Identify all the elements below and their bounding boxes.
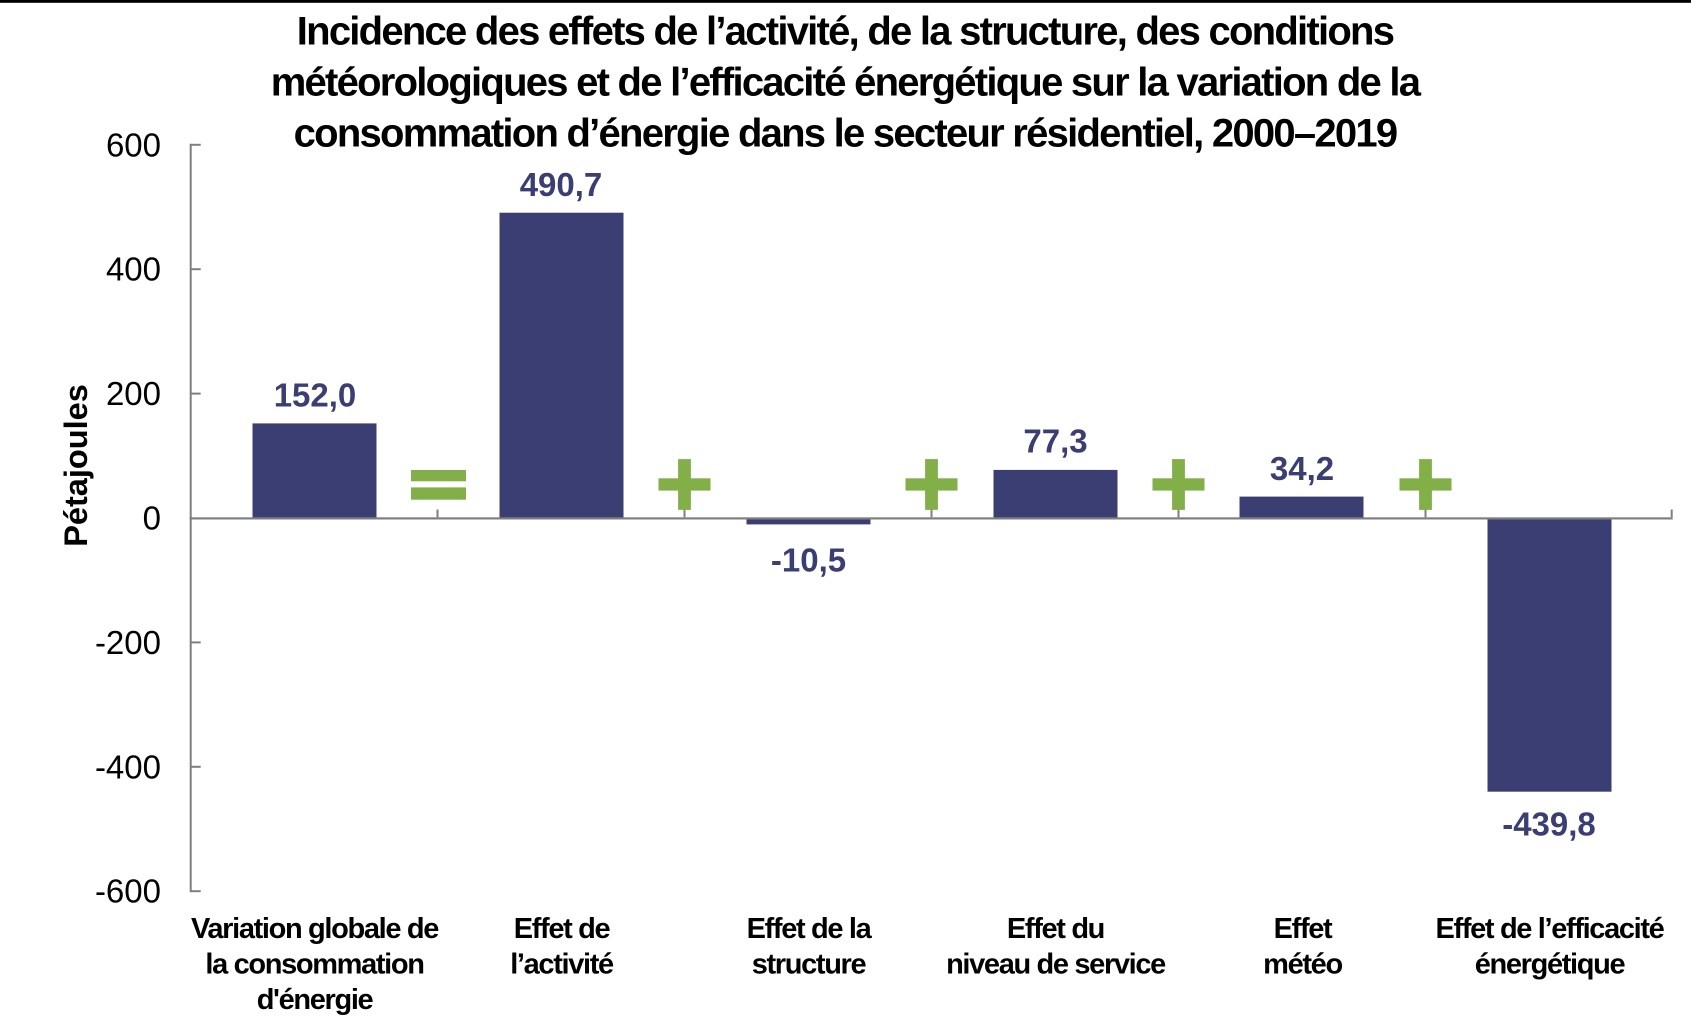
svg-text:météo: météo [1263,948,1342,980]
svg-text:la consommation: la consommation [205,948,423,980]
svg-text:Effet de: Effet de [514,913,611,945]
svg-text:-400: -400 [95,748,161,785]
svg-text:-10,5: -10,5 [771,541,846,578]
svg-text:d'énergie: d'énergie [257,984,374,1016]
svg-text:490,7: 490,7 [520,166,603,203]
svg-text:niveau de service: niveau de service [946,948,1166,980]
svg-text:Effet du: Effet du [1007,913,1104,945]
svg-text:consommation d’énergie dans le: consommation d’énergie dans le secteur r… [294,112,1397,156]
svg-text:-439,8: -439,8 [1502,805,1596,842]
svg-text:152,0: 152,0 [274,377,357,414]
svg-text:météorologiques et de l’effica: météorologiques et de l’efficacité énerg… [271,61,1422,105]
svg-text:600: 600 [106,126,161,163]
svg-text:l’activité: l’activité [510,948,614,980]
svg-text:Variation globale de: Variation globale de [191,913,439,945]
svg-text:77,3: 77,3 [1023,422,1087,459]
svg-text:énergétique: énergétique [1475,948,1626,980]
svg-text:-200: -200 [95,624,161,661]
svg-text:Effet: Effet [1274,913,1333,945]
svg-text:400: 400 [106,251,161,288]
svg-text:Effet de la: Effet de la [747,913,873,945]
svg-text:Pétajoules: Pétajoules [58,384,94,547]
svg-text:structure: structure [752,948,867,980]
svg-text:Effet de l’efficacité: Effet de l’efficacité [1436,913,1665,945]
svg-text:-600: -600 [95,873,161,910]
svg-text:34,2: 34,2 [1270,450,1334,487]
svg-text:0: 0 [143,500,161,537]
svg-text:200: 200 [106,375,161,412]
svg-text:Incidence des effets de l’acti: Incidence des effets de l’activité, de l… [297,9,1394,53]
